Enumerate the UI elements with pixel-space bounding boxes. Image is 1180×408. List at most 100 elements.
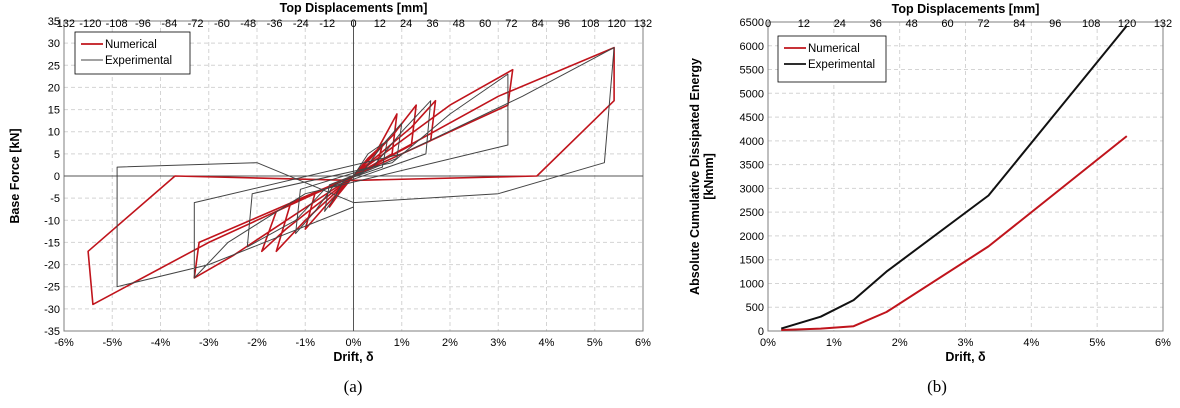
y-tick-label: 2000 <box>740 231 764 243</box>
top-x-tick-label: 120 <box>608 18 626 30</box>
top-x-tick-label: -120 <box>79 18 101 30</box>
series-line-experimental <box>116 47 615 288</box>
series-line-numerical <box>87 46 615 306</box>
legend-label: Numerical <box>105 39 157 51</box>
top-x-tick-label: -84 <box>161 18 177 30</box>
legend-label: Experimental <box>105 55 172 67</box>
x-axis-title: Drift, δ <box>945 350 986 364</box>
y-tick-label: 3000 <box>740 183 764 195</box>
top-axis-title: Top Displacements [mm] <box>892 2 1040 16</box>
top-x-tick-label: 120 <box>1118 18 1136 30</box>
y-tick-label: 0 <box>758 326 764 338</box>
y-tick-label: 10 <box>48 127 60 139</box>
top-x-tick-label: 12 <box>798 18 810 30</box>
series-line-experimental <box>780 25 1128 330</box>
x-tick-label: 6% <box>635 337 651 349</box>
x-tick-label: 0% <box>760 337 776 349</box>
chart-panel-2: 6500600055005000450040003500300025002000… <box>688 2 1172 396</box>
x-tick-label: 1% <box>826 337 842 349</box>
top-x-tick-label: -48 <box>240 18 256 30</box>
x-tick-label: 6% <box>1155 337 1171 349</box>
top-x-tick-label: 0 <box>765 18 771 30</box>
y-tick-label: 3500 <box>740 160 764 172</box>
top-x-tick-label: 132 <box>634 18 652 30</box>
top-axis-title: Top Displacements [mm] <box>280 1 428 15</box>
y-tick-label: 20 <box>48 82 60 94</box>
y-tick-label: 500 <box>746 302 764 314</box>
top-x-tick-label: 48 <box>453 18 465 30</box>
x-tick-label: 0% <box>346 337 362 349</box>
x-tick-label: 2% <box>442 337 458 349</box>
x-tick-label: 1% <box>394 337 410 349</box>
y-tick-label: 5000 <box>740 88 764 100</box>
x-tick-label: -5% <box>102 337 122 349</box>
x-tick-label: 4% <box>539 337 555 349</box>
y-tick-label: 30 <box>48 38 60 50</box>
y-tick-label: -20 <box>44 260 60 272</box>
y-tick-label: 5500 <box>740 65 764 77</box>
plot-area-border <box>767 21 1164 332</box>
y-tick-label: -30 <box>44 304 60 316</box>
y-axis-title-line2: [kNmm] <box>702 153 716 200</box>
y-tick-label: 5 <box>54 149 60 161</box>
top-x-tick-label: 84 <box>532 18 544 30</box>
top-x-tick-label: 132 <box>1154 18 1172 30</box>
y-tick-label: 0 <box>54 171 60 183</box>
y-tick-label: 4500 <box>740 112 764 124</box>
y-tick-label: 6000 <box>740 41 764 53</box>
top-x-tick-label: -60 <box>214 18 230 30</box>
top-x-tick-label: 36 <box>426 18 438 30</box>
y-tick-label: -25 <box>44 282 60 294</box>
top-x-tick-label: -36 <box>267 18 283 30</box>
y-tick-label: -5 <box>50 193 60 205</box>
y-tick-label: 15 <box>48 105 60 117</box>
top-x-tick-label: 60 <box>479 18 491 30</box>
top-x-tick-label: -12 <box>319 18 335 30</box>
legend-label: Experimental <box>808 59 875 71</box>
x-tick-label: 4% <box>1023 337 1039 349</box>
x-axis-title: Drift, δ <box>333 350 374 364</box>
y-tick-label: -35 <box>44 326 60 338</box>
y-tick-label: 4000 <box>740 136 764 148</box>
y-axis-title-line1: Absolute Cumulative Dissipated Energy <box>688 58 702 295</box>
y-tick-label: -10 <box>44 215 60 227</box>
top-x-tick-label: 72 <box>977 18 989 30</box>
x-tick-label: 3% <box>958 337 974 349</box>
top-x-tick-label: 84 <box>1013 18 1025 30</box>
top-x-tick-label: 12 <box>374 18 386 30</box>
chart-panel-1: 35 30 25 20 15 10 5 0 -5 -10 -15 -20 -25 -30 -35-6% -5%… <box>8 1 652 396</box>
top-x-tick-label: -132 <box>53 18 75 30</box>
x-tick-label: -6% <box>54 337 74 349</box>
y-tick-label: 6500 <box>740 17 764 29</box>
top-x-tick-label: 24 <box>400 18 412 30</box>
legend-box <box>777 35 887 83</box>
panel-label: (b) <box>927 377 947 396</box>
x-tick-label: 2% <box>892 337 908 349</box>
y-axis-title: Base Force [kN] <box>8 128 22 223</box>
x-tick-label: -2% <box>247 337 267 349</box>
y-tick-label: 35 <box>48 16 60 28</box>
top-x-tick-label: 60 <box>941 18 953 30</box>
top-x-tick-label: -24 <box>293 18 309 30</box>
y-tick-label: -15 <box>44 237 60 249</box>
x-tick-label: -1% <box>295 337 315 349</box>
panel-label: (a) <box>344 377 363 396</box>
top-x-tick-label: 108 <box>581 18 599 30</box>
top-x-tick-label: 0 <box>350 18 356 30</box>
y-tick-label: 25 <box>48 60 60 72</box>
top-x-tick-label: 48 <box>906 18 918 30</box>
top-x-tick-label: 24 <box>834 18 846 30</box>
y-tick-label: 1500 <box>740 255 764 267</box>
series-line-numerical <box>781 135 1128 331</box>
top-x-tick-label: 96 <box>558 18 570 30</box>
top-x-tick-label: -96 <box>135 18 151 30</box>
x-tick-label: 3% <box>490 337 506 349</box>
x-tick-label: -4% <box>151 337 171 349</box>
top-x-tick-label: 96 <box>1049 18 1061 30</box>
top-x-tick-label: 36 <box>870 18 882 30</box>
y-tick-label: 1000 <box>740 278 764 290</box>
top-x-tick-label: -72 <box>188 18 204 30</box>
x-tick-label: 5% <box>587 337 603 349</box>
